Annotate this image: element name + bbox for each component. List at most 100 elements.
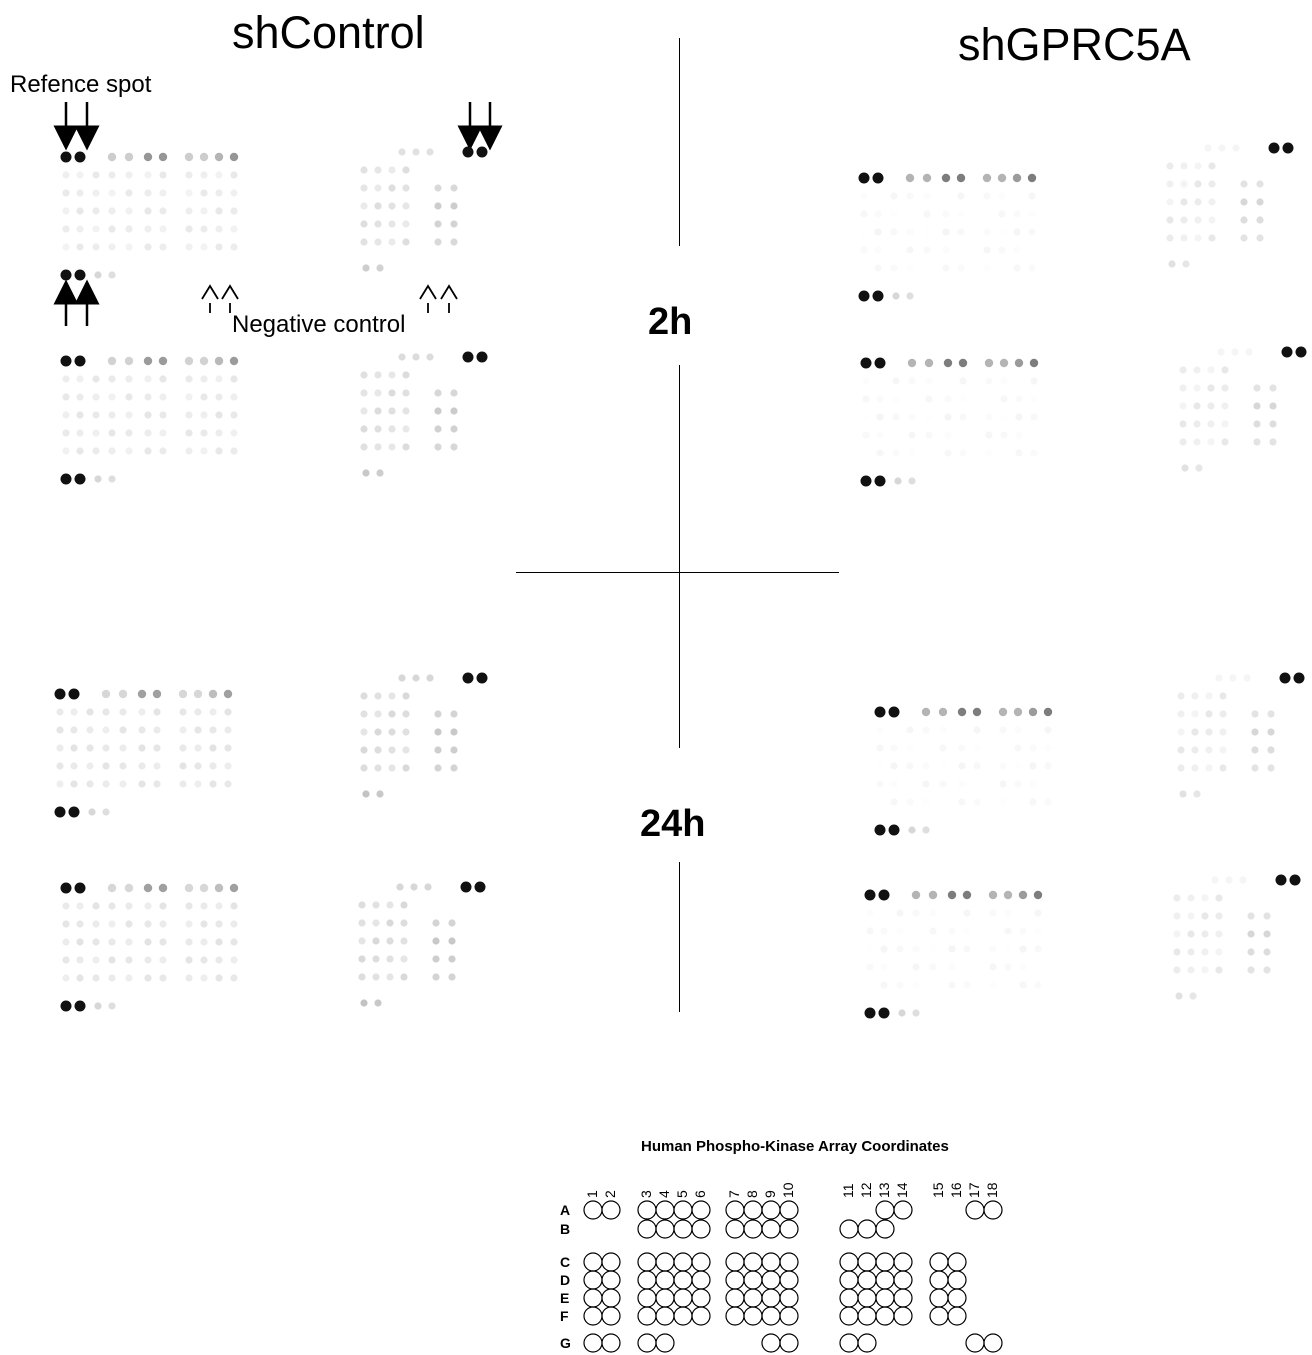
legend-spot: [875, 1306, 895, 1326]
reference-spot: [860, 357, 872, 369]
legend-spot: [875, 1288, 895, 1308]
array-spot: [1028, 228, 1036, 236]
legend-spot: [929, 1270, 949, 1290]
array-spot: [1201, 966, 1209, 974]
legend-spot: [673, 1270, 693, 1290]
array-spot: [450, 407, 458, 415]
array-spot: [200, 920, 208, 928]
array-spot: [402, 692, 410, 700]
legend-spot: [673, 1306, 693, 1326]
array-spot: [230, 375, 238, 383]
array-spot: [862, 377, 870, 385]
divider-bottom: [679, 862, 680, 1012]
array-spot: [388, 389, 396, 397]
array-spot: [1013, 192, 1021, 200]
array-spot: [138, 744, 146, 752]
array-spot: [862, 413, 870, 421]
array-spot: [153, 780, 161, 788]
array-spot: [963, 909, 971, 917]
array-spot: [62, 411, 70, 419]
array-spot: [92, 447, 100, 455]
array-spot: [119, 762, 127, 770]
array-spot: [185, 411, 193, 419]
array-spot: [874, 228, 882, 236]
array-spot: [402, 746, 410, 754]
array-spot: [434, 184, 442, 192]
array-spot: [374, 166, 382, 174]
array-spot: [362, 264, 370, 272]
array-spot: [1263, 912, 1271, 920]
array-spot: [214, 152, 224, 162]
array-spot: [1269, 384, 1277, 392]
legend-spot: [637, 1200, 657, 1220]
array-spot: [374, 407, 382, 415]
legend-spot: [725, 1200, 745, 1220]
array-spot: [1027, 173, 1037, 183]
array-spot: [998, 228, 1006, 236]
array-spot: [230, 189, 238, 197]
array-spot: [360, 999, 368, 1007]
array-spot: [923, 228, 931, 236]
array-spot: [450, 728, 458, 736]
legend-spot: [857, 1333, 877, 1353]
array-spot: [1166, 162, 1174, 170]
array-spot: [184, 356, 194, 366]
array-spot: [956, 173, 966, 183]
array-spot: [388, 202, 396, 210]
array-spot: [62, 207, 70, 215]
reference-spot: [74, 355, 86, 367]
array-spot: [944, 377, 952, 385]
legend-spot: [893, 1252, 913, 1272]
array-spot: [999, 762, 1007, 770]
membrane-left: [60, 882, 239, 1012]
array-spot: [358, 919, 366, 927]
array-spot: [125, 375, 133, 383]
array-spot: [159, 207, 167, 215]
legend-spot: [655, 1306, 675, 1326]
array-spot: [209, 726, 217, 734]
array-spot: [892, 413, 900, 421]
membrane-left: [60, 151, 239, 281]
array-spot: [890, 246, 898, 254]
negative-control-arrows: [201, 284, 458, 313]
array-spot: [957, 707, 967, 717]
array-spot: [1247, 966, 1255, 974]
array-spot: [922, 173, 932, 183]
array-spot: [876, 744, 884, 752]
legend-spot: [779, 1200, 799, 1220]
array-spot: [386, 973, 394, 981]
array-spot: [374, 443, 382, 451]
array-spot: [1044, 726, 1052, 734]
array-spot: [76, 393, 84, 401]
array-spot: [1004, 981, 1012, 989]
array-spot: [138, 780, 146, 788]
array-spot: [215, 207, 223, 215]
array-spot: [876, 449, 884, 457]
legend-spot: [875, 1252, 895, 1272]
array-spot: [153, 762, 161, 770]
array-spot: [939, 726, 947, 734]
array-spot: [984, 358, 994, 368]
array-spot: [56, 744, 64, 752]
array-spot: [360, 425, 368, 433]
array-spot: [185, 938, 193, 946]
array-spot: [144, 375, 152, 383]
array-spot: [922, 826, 930, 834]
legend-spot: [857, 1306, 877, 1326]
array-spot: [1013, 246, 1021, 254]
array-spot: [388, 728, 396, 736]
array-spot: [890, 210, 898, 218]
array-spot: [386, 901, 394, 909]
legend-spot: [857, 1288, 877, 1308]
array-spot: [1013, 228, 1021, 236]
array-spot: [906, 264, 914, 272]
divider-top: [679, 38, 680, 246]
array-spot: [1019, 981, 1027, 989]
array-spot: [906, 744, 914, 752]
array-spot: [944, 413, 952, 421]
legend-spot: [601, 1306, 621, 1326]
array-spot: [1251, 746, 1259, 754]
array-spot: [1208, 162, 1216, 170]
array-spot: [923, 246, 931, 254]
array-spot: [224, 780, 232, 788]
